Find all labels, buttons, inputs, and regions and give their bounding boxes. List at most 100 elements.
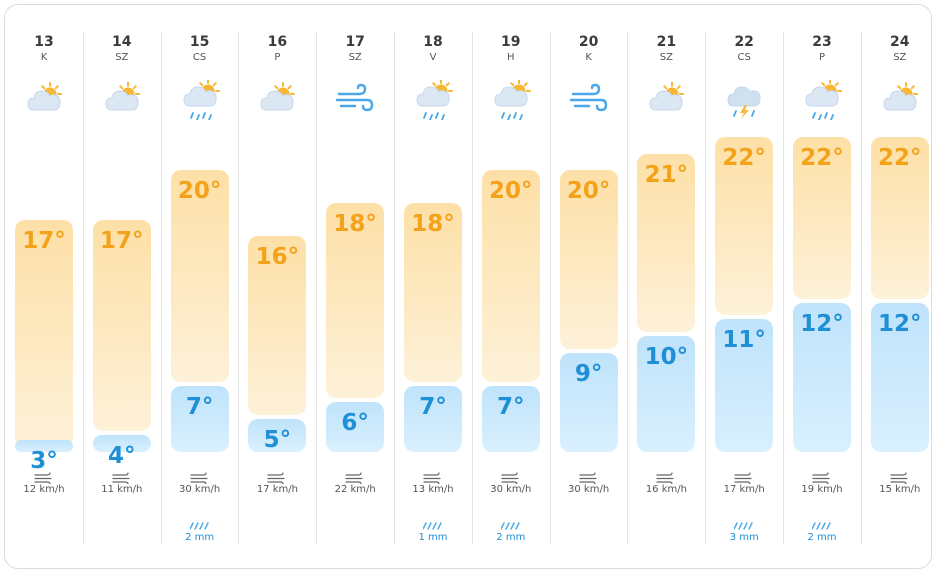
low-temp-label: 7° bbox=[185, 393, 214, 420]
day-column: 19 H 20° 7° 30 km/h 2 mm bbox=[472, 0, 550, 575]
partly-cloudy-icon bbox=[102, 80, 142, 120]
partly-cloudy-icon bbox=[646, 80, 686, 120]
column-divider bbox=[860, 32, 862, 544]
high-temp-bar bbox=[170, 170, 229, 382]
day-column: 20 K 20° 9° 30 km/h bbox=[550, 0, 628, 575]
low-temp-bar bbox=[248, 418, 307, 452]
day-date: 15 bbox=[189, 34, 210, 50]
day-column: 23 P 22° 12° 19 km/h 2 mm bbox=[783, 0, 861, 575]
wind-speed: 22 km/h bbox=[334, 484, 376, 495]
low-temp-bar bbox=[637, 335, 696, 452]
partly-cloudy-icon bbox=[257, 80, 297, 120]
column-divider bbox=[471, 32, 473, 544]
rain-icon bbox=[188, 516, 210, 530]
column-divider bbox=[82, 32, 84, 544]
low-temp-bar bbox=[92, 435, 151, 452]
day-column: 13 K 17° 3° 12 km/h bbox=[5, 0, 83, 575]
day-date: 23 bbox=[812, 34, 832, 50]
rain-icon bbox=[733, 516, 754, 530]
wind-speed: 16 km/h bbox=[645, 484, 687, 495]
high-temp-label: 22° bbox=[800, 145, 844, 171]
wind-icon bbox=[812, 469, 832, 485]
rain-icon bbox=[180, 79, 220, 121]
low-temp-bar bbox=[715, 319, 774, 452]
column-divider bbox=[316, 32, 318, 544]
wind-icon bbox=[189, 469, 210, 485]
high-temp-label: 17° bbox=[22, 227, 66, 254]
forecast-card bbox=[4, 4, 932, 569]
high-temp-bar bbox=[637, 153, 696, 332]
high-temp-bar bbox=[404, 203, 462, 382]
low-temp-label: 9° bbox=[574, 360, 603, 387]
day-of-week: CS bbox=[737, 52, 751, 63]
partly-cloudy-icon bbox=[24, 80, 64, 120]
wind-icon bbox=[501, 469, 521, 485]
wind-icon bbox=[112, 469, 132, 485]
wind-icon bbox=[656, 469, 676, 485]
day-of-week: SZ bbox=[893, 52, 907, 63]
high-temp-label: 20° bbox=[566, 178, 611, 205]
high-temp-bar bbox=[15, 219, 73, 448]
day-of-week: SZ bbox=[348, 52, 362, 63]
precipitation-amount: 3 mm bbox=[729, 532, 759, 543]
high-temp-label: 20° bbox=[177, 178, 222, 205]
high-temp-label: 22° bbox=[722, 145, 766, 171]
column-divider bbox=[705, 32, 707, 544]
day-column: 22 CS 22° 11° 17 km/h 3 mm bbox=[705, 0, 783, 575]
high-temp-bar bbox=[481, 170, 540, 382]
thunderstorm-icon bbox=[724, 80, 764, 120]
day-column: 21 SZ 21° 10° 16 km/h bbox=[627, 0, 705, 575]
day-of-week: K bbox=[585, 52, 592, 63]
wind-speed: 11 km/h bbox=[101, 484, 143, 495]
low-temp-bar bbox=[404, 385, 462, 452]
low-temp-label: 12° bbox=[800, 310, 844, 337]
high-temp-label: 16° bbox=[255, 244, 300, 271]
day-date: 19 bbox=[501, 34, 521, 50]
day-date: 21 bbox=[656, 34, 677, 50]
wind-speed: 12 km/h bbox=[23, 484, 65, 495]
day-column: 24 SZ 22° 12° 15 km/h bbox=[861, 0, 938, 575]
low-temp-bar bbox=[481, 385, 540, 452]
day-date: 16 bbox=[267, 34, 288, 50]
precipitation-amount: 2 mm bbox=[496, 532, 526, 543]
low-temp-bar bbox=[870, 302, 929, 452]
day-date: 18 bbox=[423, 34, 443, 50]
day-of-week: CS bbox=[192, 52, 207, 63]
day-column: 17 SZ 18° 6° 22 km/h bbox=[316, 0, 394, 575]
rain-icon bbox=[422, 516, 443, 530]
day-of-week: P bbox=[818, 52, 826, 63]
wind-speed: 13 km/h bbox=[412, 484, 454, 495]
wind-speed: 30 km/h bbox=[179, 484, 221, 495]
wind-speed: 17 km/h bbox=[256, 484, 298, 495]
low-temp-label: 10° bbox=[644, 343, 689, 370]
high-temp-label: 17° bbox=[100, 227, 144, 254]
rain-icon bbox=[491, 79, 531, 121]
wind-icon bbox=[578, 469, 599, 485]
wind-speed: 19 km/h bbox=[801, 484, 843, 495]
low-temp-label: 3° bbox=[30, 448, 58, 474]
wind-icon bbox=[267, 469, 287, 485]
day-column: 14 SZ 17° 4° 11 km/h bbox=[83, 0, 161, 575]
wind-speed: 17 km/h bbox=[723, 484, 765, 495]
rain-icon bbox=[413, 79, 453, 121]
high-temp-label: 22° bbox=[878, 145, 922, 171]
day-date: 13 bbox=[34, 34, 54, 50]
day-of-week: H bbox=[507, 52, 515, 63]
precipitation-amount: 2 mm bbox=[807, 532, 837, 543]
wind-icon bbox=[890, 469, 910, 485]
day-of-week: P bbox=[274, 52, 281, 63]
wind-icon bbox=[34, 469, 54, 485]
high-temp-label: 18° bbox=[333, 211, 377, 238]
low-temp-label: 7° bbox=[419, 393, 447, 420]
low-temp-bar bbox=[793, 302, 851, 452]
wind-icon bbox=[734, 469, 754, 485]
day-of-week: SZ bbox=[659, 52, 673, 63]
high-temp-bar bbox=[715, 137, 774, 316]
wind-speed: 15 km/h bbox=[879, 484, 921, 495]
low-temp-bar bbox=[559, 352, 618, 452]
wind-icon bbox=[423, 469, 443, 485]
low-temp-bar bbox=[326, 402, 385, 452]
high-temp-bar bbox=[326, 203, 385, 399]
wind-speed: 30 km/h bbox=[568, 484, 610, 495]
day-column: 16 P 16° 5° 17 km/h bbox=[238, 0, 316, 575]
